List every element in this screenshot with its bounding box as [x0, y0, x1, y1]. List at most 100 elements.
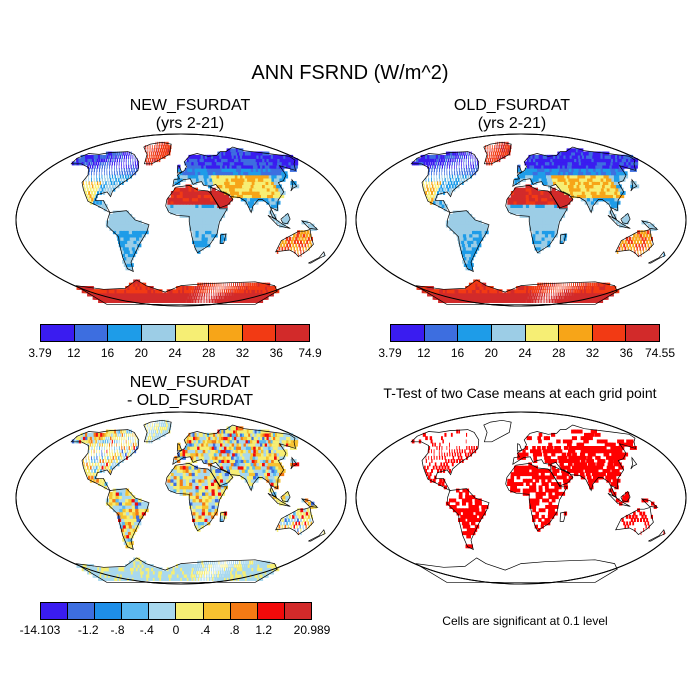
grid-cell: [475, 230, 480, 235]
grid-cell: [163, 570, 168, 575]
grid-cell: [209, 570, 211, 575]
grid-cell: [194, 164, 198, 169]
grid-cell: [217, 482, 222, 486]
grid-cell: [240, 187, 246, 192]
grid-cell: [584, 200, 590, 205]
grid-cell: [517, 177, 521, 182]
grid-cell: [557, 171, 563, 176]
grid-cell: [141, 511, 146, 516]
grid-cell: [107, 187, 110, 192]
grid-cell: [553, 289, 554, 294]
grid-cell: [96, 452, 97, 457]
grid-cell: [224, 560, 226, 565]
grid-cell: [164, 151, 167, 156]
grid-cell: [527, 171, 531, 176]
grid-cell: [542, 292, 544, 297]
grid-cell: [211, 488, 216, 493]
grid-cell: [226, 560, 228, 565]
grid-cell: [551, 220, 556, 225]
grid-cell: [188, 472, 193, 477]
grid-cell: [541, 164, 545, 169]
grid-cell: [560, 204, 565, 208]
grid-cell: [211, 207, 216, 212]
grid-cell: [551, 230, 555, 235]
grid-cell: [443, 184, 446, 189]
grid-cell: [107, 465, 110, 470]
grid-cell: [122, 452, 124, 457]
panel-title-diff-line1: NEW_FSURDAT: [129, 374, 251, 391]
grid-cell: [544, 161, 549, 166]
grid-cell: [212, 472, 217, 477]
grid-cell: [510, 289, 514, 294]
grid-cell: [241, 469, 247, 473]
grid-cell: [430, 161, 433, 166]
grid-cell: [239, 194, 245, 199]
grid-cell: [233, 573, 236, 578]
grid-cell: [96, 200, 99, 205]
grid-cell: [144, 501, 149, 506]
grid-cell: [272, 478, 278, 483]
grid-cell: [125, 266, 131, 271]
grid-cell: [97, 154, 101, 159]
grid-cell: [214, 230, 219, 235]
grid-cell: [116, 164, 117, 169]
grid-cell: [529, 210, 533, 215]
grid-cell: [559, 292, 561, 297]
grid-cell: [542, 220, 546, 225]
grid-cell: [203, 567, 205, 572]
grid-cell: [545, 171, 550, 176]
grid-cell: [299, 524, 301, 529]
grid-cell: [148, 145, 150, 149]
grid-cell: [88, 161, 91, 166]
grid-cell: [106, 449, 108, 454]
grid-cell: [200, 194, 205, 199]
grid-cell: [431, 184, 434, 189]
grid-cell: [188, 573, 191, 578]
grid-cell: [239, 282, 241, 287]
grid-cell: [279, 223, 283, 228]
grid-cell: [200, 449, 204, 454]
grid-cell: [217, 485, 222, 490]
coastline-japan: [630, 178, 638, 192]
grid-cell: [188, 286, 191, 290]
grid-cell: [249, 289, 253, 294]
grid-cell: [204, 482, 209, 486]
grid-cell: [606, 289, 610, 294]
grid-cell: [519, 177, 524, 182]
grid-cell: [176, 488, 181, 493]
grid-cell: [311, 501, 315, 506]
grid-cell: [257, 459, 263, 463]
grid-cell: [234, 465, 240, 470]
grid-cell: [303, 518, 306, 522]
grid-cell: [594, 181, 600, 185]
grid-cell: [100, 154, 103, 159]
grid-cell: [551, 187, 556, 192]
grid-cell: [247, 462, 253, 467]
grid-cell: [165, 577, 169, 581]
grid-cell: [192, 220, 197, 225]
coastline-southAmerica: [106, 210, 150, 273]
grid-cell: [246, 181, 252, 185]
grid-cell: [539, 282, 542, 287]
grid-cell: [463, 177, 466, 182]
grid-cell: [591, 181, 597, 185]
grid-cell: [122, 253, 127, 258]
grid-cell: [549, 191, 554, 195]
grid-cell: [225, 171, 231, 176]
grid-cell: [169, 573, 173, 578]
grid-cell: [113, 459, 116, 463]
grid-cell: [212, 560, 214, 565]
grid-cell: [245, 567, 249, 572]
grid-cell: [556, 197, 561, 202]
grid-cell: [193, 299, 195, 303]
grid-cell: [202, 577, 204, 581]
grid-cell: [219, 452, 224, 457]
grid-cell: [123, 528, 129, 532]
grid-cell: [235, 289, 237, 294]
grid-cell: [257, 282, 260, 287]
grid-cell: [608, 181, 614, 185]
grid-cell: [124, 171, 126, 176]
grid-cell: [323, 531, 325, 536]
grid-cell: [128, 164, 130, 169]
grid-cell: [268, 459, 274, 463]
